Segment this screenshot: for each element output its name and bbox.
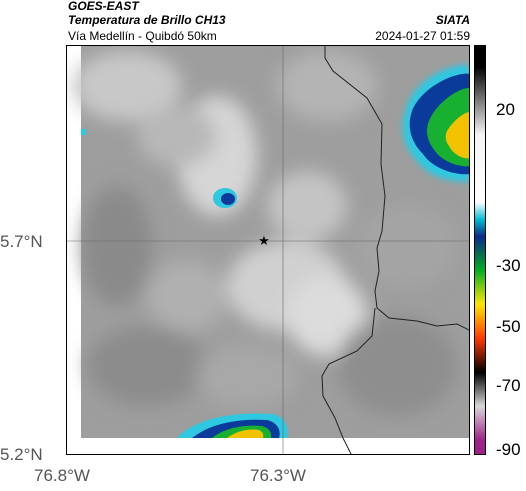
colorbar-label-minus70: -70 — [496, 376, 521, 395]
colorbar-label-minus90: -90 — [496, 440, 521, 459]
lon-label-76-8: 76.8°W — [34, 466, 90, 485]
department-border — [321, 46, 469, 454]
datetime-label: 2024-01-27 01:59 — [375, 29, 470, 43]
convective-cell-south — [177, 413, 288, 438]
cold-pixel — [81, 129, 86, 135]
colorbar-label-20: 20 — [496, 100, 515, 119]
reference-marker: ★ — [258, 234, 270, 249]
lon-label-76-3: 76.3°W — [250, 466, 306, 485]
temperature-colorbar — [474, 45, 486, 455]
satellite-name: GOES-EAST — [68, 0, 139, 13]
lat-label-5-2: 5.2°N — [0, 445, 43, 464]
colorbar-label-minus30: -30 — [496, 256, 521, 275]
cloud-texture — [72, 51, 457, 416]
satellite-map[interactable]: ★ — [66, 45, 470, 455]
lat-label-5-7: 5.7°N — [0, 232, 43, 251]
product-title: Temperatura de Brillo CH13 — [68, 13, 226, 27]
convective-cell-small — [213, 188, 237, 208]
region-label: Vía Medellín - Quibdó 50km — [68, 29, 217, 43]
convective-cell-northeast — [402, 65, 469, 182]
organization-name: SIATA — [435, 13, 470, 27]
colorbar-label-minus50: -50 — [496, 317, 521, 336]
brightness-temperature-image: ★ — [67, 46, 469, 454]
